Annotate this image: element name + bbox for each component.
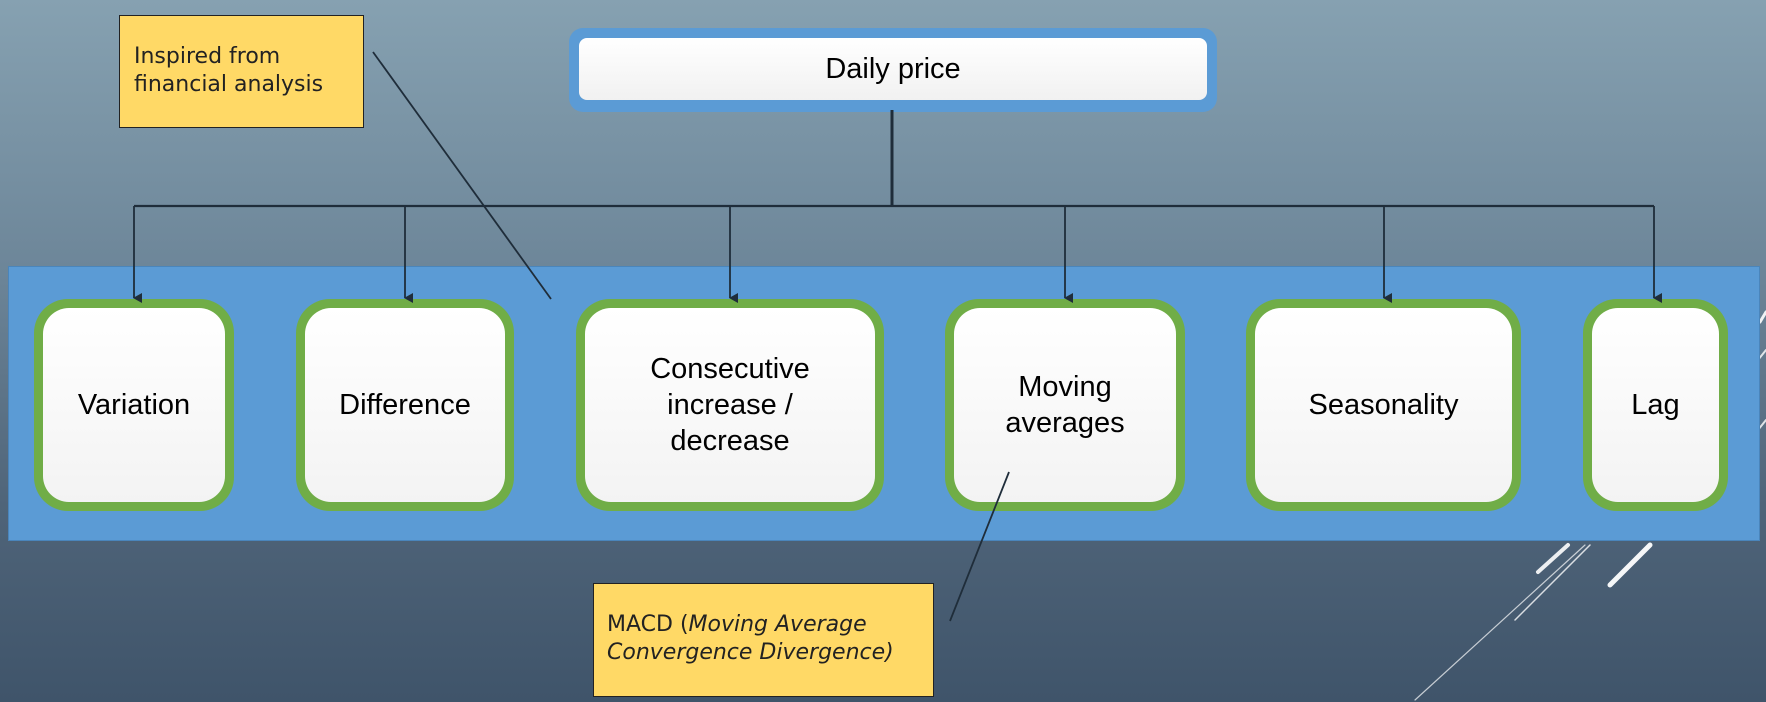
note-macd-italic: Moving Average Convergence Divergence)	[607, 612, 894, 665]
feature-label-seasonality: Seasonality	[1255, 308, 1512, 502]
feature-label-moving-averages: Moving averages	[954, 308, 1176, 502]
note-macd: MACD (Moving Average Convergence Diverge…	[593, 583, 934, 697]
note-financial-text: Inspired from financial analysis	[134, 44, 324, 97]
feature-node-seasonality: Seasonality	[1246, 299, 1521, 511]
feature-node-moving-averages: Moving averages	[945, 299, 1185, 511]
root-node-label: Daily price	[579, 38, 1207, 100]
root-node: Daily price	[569, 28, 1217, 112]
feature-label-consecutive: Consecutive increase / decrease	[585, 308, 875, 502]
note-financial-analysis: Inspired from financial analysis	[119, 15, 364, 128]
feature-node-consecutive: Consecutive increase / decrease	[576, 299, 884, 511]
feature-node-variation: Variation	[34, 299, 234, 511]
feature-node-difference: Difference	[296, 299, 514, 511]
feature-label-difference: Difference	[305, 308, 505, 502]
feature-node-lag: Lag	[1583, 299, 1728, 511]
feature-label-variation: Variation	[43, 308, 225, 502]
note-macd-prefix: MACD (	[607, 612, 689, 637]
feature-label-lag: Lag	[1592, 308, 1719, 502]
